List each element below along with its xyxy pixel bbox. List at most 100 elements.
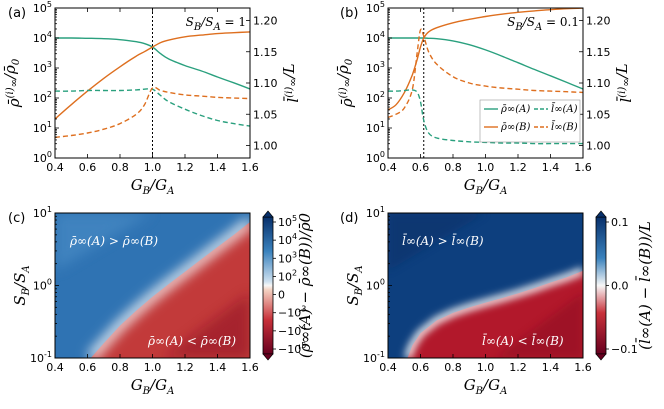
y2-tick-label: 1.20 <box>253 15 278 28</box>
legend-label: l̄∞(B) <box>551 121 578 133</box>
colorbar-tick-label: −105 <box>278 341 306 356</box>
y-axis-label: ρ̄(i)∞/ρ̄0 <box>1 58 23 108</box>
x-tick-label: 0.6 <box>79 161 97 174</box>
x-tick-label: 0.4 <box>46 361 64 374</box>
series-line <box>388 37 583 90</box>
y2-axis-label: l̄(i)∞/L <box>280 63 302 102</box>
y-tick-label: 101 <box>33 120 52 135</box>
x-tick-label: 1.4 <box>209 161 227 174</box>
heatmap-panel-d: 0.4 0.6 0.8 1.0 1.2 1.4 1.6 10-1 100 101 (d) GB/GA S… <box>340 205 654 397</box>
x-tick-label: 1.6 <box>241 361 259 374</box>
heatmap-field <box>388 213 583 358</box>
y2-tick-label: 1.15 <box>253 46 278 59</box>
x-tick-label: 1.6 <box>241 161 259 174</box>
x-tick-label: 0.8 <box>111 161 129 174</box>
x-tick-label: 0.6 <box>412 161 430 174</box>
heatmap-panel-c: 0.4 0.6 0.8 1.0 1.2 1.4 1.6 10-1 100 101 (c) GB/GA S… <box>8 205 314 397</box>
colorbar-label: (l̄∞(A) − l̄∞(B))/L <box>636 221 654 350</box>
x-tick-label: 0.6 <box>79 361 97 374</box>
colorbar-label: (ρ̄∞(A) − ρ̄∞(B))/ρ̄0 <box>296 212 314 358</box>
x-tick-label: 0.8 <box>444 361 462 374</box>
y2-tick-label: 1.00 <box>586 140 611 153</box>
x-tick-label: 0.4 <box>379 361 397 374</box>
colorbar-tick-label: 103 <box>278 250 297 265</box>
y-axis-label: SB/SA <box>344 265 365 305</box>
x-axis-label: GB/GA <box>131 376 175 397</box>
y-tick-label: 104 <box>366 30 385 45</box>
colorbar-tick-label: −103 <box>278 305 306 320</box>
colorbar-tick-label: 105 <box>278 214 297 229</box>
legend-label: ρ̄∞(B) <box>500 122 530 133</box>
colorbar <box>262 216 274 355</box>
y2-tick-label: 1.20 <box>586 15 611 28</box>
x-tick-label: 1.2 <box>176 161 194 174</box>
y2-tick-label: 1.00 <box>253 140 278 153</box>
colorbar-tick-label: 0.0 <box>611 280 629 293</box>
y-tick-label: 103 <box>33 60 52 75</box>
colorbar-tick-label: −104 <box>278 323 306 338</box>
x-tick-label: 1.6 <box>574 161 592 174</box>
series-line <box>388 89 583 145</box>
heatmap-field <box>55 213 250 358</box>
y2-axis-label: l̄(i)∞/L <box>613 63 635 102</box>
x-tick-label: 1.4 <box>542 161 560 174</box>
x-tick-label: 1.2 <box>509 361 527 374</box>
y-tick-label: 105 <box>366 0 385 15</box>
x-tick-label: 1.2 <box>176 361 194 374</box>
deep-shade <box>162 292 250 358</box>
colorbar-tick-label: 0.1 <box>611 216 629 229</box>
x-tick-label: 0.6 <box>412 361 430 374</box>
colorbar-tick-label: 0 <box>278 289 285 302</box>
legend-label: ρ̄∞(A) <box>500 104 530 115</box>
legend-label: l̄∞(A) <box>551 103 578 115</box>
colorbar-tick-label: −0.1 <box>611 343 638 356</box>
ratio-note: SB/SA = 0.1 <box>507 15 579 33</box>
legend-box <box>479 99 581 143</box>
y-tick-label: 102 <box>366 90 385 105</box>
y-tick-label: 100 <box>33 278 52 293</box>
upper-shade <box>388 213 486 271</box>
y2-tick-label: 1.05 <box>586 108 611 121</box>
series-group <box>55 31 250 139</box>
y-tick-label: 101 <box>366 205 385 220</box>
legend: ρ̄∞(A) ρ̄∞(B) l̄∞(A) l̄∞(B) <box>479 99 581 143</box>
x-tick-label: 1.4 <box>542 361 560 374</box>
x-tick-label: 0.4 <box>379 161 397 174</box>
y-tick-label: 101 <box>33 205 52 220</box>
annotation-lower: l̄∞(A) < l̄∞(B) <box>482 332 564 348</box>
x-tick-label: 1.0 <box>144 161 162 174</box>
panel-label: (d) <box>340 211 358 226</box>
x-axis-label: GB/GA <box>131 176 175 197</box>
colorbar-top-extend <box>262 210 274 218</box>
colorbar-bottom-extend <box>262 353 274 361</box>
x-tick-label: 1.6 <box>574 361 592 374</box>
y-tick-label: 100 <box>366 278 385 293</box>
ratio-note: SB/SA = 1 <box>186 15 246 33</box>
series-line <box>388 8 583 111</box>
x-axis-label: GB/GA <box>464 376 508 397</box>
x-tick-label: 1.0 <box>477 361 495 374</box>
y2-tick-label: 1.10 <box>586 77 611 90</box>
colorbar-top-extend <box>595 210 607 218</box>
panel-label: (a) <box>8 6 26 21</box>
x-tick-label: 0.4 <box>46 161 64 174</box>
line-panel-b: 0.4 0.6 0.8 1.0 1.2 1.4 1.6 100 101 102 103 104 105 1… <box>334 0 635 197</box>
y-tick-label: 102 <box>33 90 52 105</box>
y2-tick-label: 1.10 <box>253 77 278 90</box>
axes-frame <box>54 7 251 159</box>
boundary-band <box>404 267 583 358</box>
series-line <box>55 88 250 127</box>
y-axis-label: SB/SA <box>11 265 32 305</box>
series-line <box>55 31 250 120</box>
annotation-lower: ρ̄∞(A) < ρ̄∞(B) <box>147 334 236 348</box>
series-line <box>55 86 250 139</box>
panel-label: (c) <box>8 211 25 226</box>
x-axis-label: GB/GA <box>464 176 508 197</box>
deep-shade <box>495 292 583 358</box>
colorbar <box>595 216 607 355</box>
y-tick-label: 101 <box>366 120 385 135</box>
x-tick-label: 1.4 <box>209 361 227 374</box>
upper-shade <box>55 213 153 271</box>
y-tick-label: 10-1 <box>30 350 52 365</box>
